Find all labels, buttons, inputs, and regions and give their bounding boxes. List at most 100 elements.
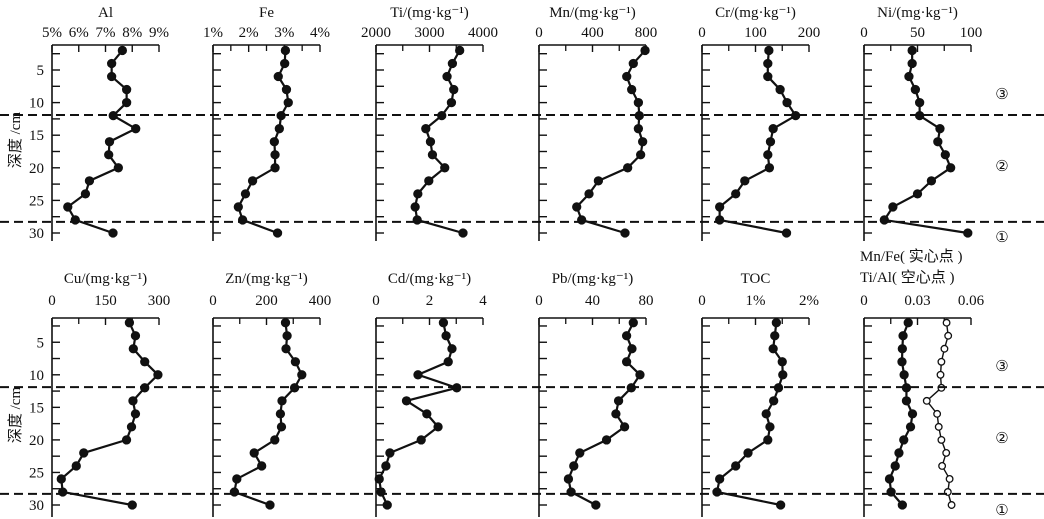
data-point-cr bbox=[715, 202, 725, 212]
x-tick-label: 2% bbox=[239, 25, 259, 41]
data-point-cd bbox=[385, 448, 395, 458]
depth-tick-label: 30 bbox=[29, 498, 44, 514]
data-point-ni bbox=[935, 124, 945, 134]
depth-tick-label: 5 bbox=[37, 63, 45, 79]
data-point-toc bbox=[777, 357, 787, 367]
x-tick-label: 100 bbox=[744, 25, 767, 41]
x-tick-label: 1% bbox=[746, 293, 766, 309]
panel-cr: Cr/(mg·kg⁻¹) 0 100 200 bbox=[698, 5, 820, 241]
data-point-al bbox=[84, 176, 95, 186]
data-point-cu bbox=[128, 396, 138, 406]
x-tick-label: 0 bbox=[860, 293, 868, 309]
data-point-mn bbox=[633, 124, 644, 134]
data-point-ni bbox=[946, 163, 956, 173]
data-point-pb bbox=[621, 357, 632, 367]
data-point-fe bbox=[233, 202, 243, 212]
data-point-al bbox=[63, 202, 73, 212]
data-point-toc bbox=[770, 331, 780, 341]
data-point-al bbox=[80, 189, 91, 199]
data-point-ni bbox=[907, 58, 917, 69]
data-point-cd bbox=[381, 461, 391, 471]
data-point-al bbox=[104, 150, 114, 160]
x-tick-label: 50 bbox=[910, 25, 925, 41]
data-point-pb bbox=[569, 461, 579, 471]
data-point-toc bbox=[769, 396, 779, 406]
data-point-ti-al bbox=[936, 370, 945, 379]
data-point-fe bbox=[280, 58, 290, 69]
panel-title: Pb/(mg·kg⁻¹) bbox=[552, 271, 634, 287]
panel-ti: Ti/(mg·kg⁻¹) 2000 3000 4000 bbox=[361, 5, 498, 241]
data-point-ti bbox=[446, 97, 457, 108]
data-point-cr bbox=[740, 176, 750, 186]
x-tick-label: 2 bbox=[426, 293, 434, 309]
data-point-fe bbox=[281, 84, 292, 95]
data-point-cu bbox=[56, 474, 66, 484]
data-point-mn-fe bbox=[884, 474, 895, 484]
data-point-mn bbox=[572, 202, 582, 212]
panel-toc: TOC 0 1% 2% bbox=[698, 271, 819, 517]
data-point-mn-fe bbox=[897, 500, 907, 510]
series-line-cd bbox=[378, 322, 461, 506]
data-point-al bbox=[121, 97, 132, 108]
data-point-cd bbox=[382, 500, 392, 510]
data-point-toc bbox=[778, 370, 788, 380]
x-tick-label: 0 bbox=[372, 293, 380, 309]
data-point-toc bbox=[715, 474, 725, 484]
panel-title: Mn/(mg·kg⁻¹) bbox=[549, 5, 636, 21]
data-point-ti bbox=[440, 163, 450, 173]
data-point-ti bbox=[421, 124, 431, 134]
data-point-cr bbox=[763, 71, 773, 82]
data-point-toc bbox=[771, 318, 782, 328]
x-tick-label: 80 bbox=[639, 293, 654, 309]
data-point-zn bbox=[257, 461, 267, 471]
panel-fe: Fe 1% 2% 3% 4% bbox=[203, 5, 330, 241]
data-point-toc bbox=[761, 409, 771, 419]
series-line-cu bbox=[60, 322, 160, 507]
data-point-fe bbox=[280, 45, 291, 56]
panel-zn: Zn/(mg·kg⁻¹) 0 200 400 bbox=[209, 271, 331, 517]
x-tick-label: 0 bbox=[698, 25, 706, 41]
depth-tick-label: 20 bbox=[29, 433, 44, 449]
zone-label: ① bbox=[995, 230, 1008, 246]
x-tick-label: 6% bbox=[69, 25, 89, 41]
data-point-al bbox=[107, 58, 117, 69]
zone-label: ③ bbox=[995, 359, 1008, 375]
data-point-fe bbox=[269, 137, 279, 147]
depth-tick-label: 10 bbox=[29, 96, 44, 112]
x-tick-label: 800 bbox=[635, 25, 658, 41]
data-point-pb bbox=[566, 487, 576, 497]
data-point-ti-al bbox=[922, 396, 931, 405]
data-point-cd bbox=[422, 409, 432, 419]
data-point-mn-fe bbox=[898, 331, 908, 341]
x-tick-label: 8% bbox=[122, 25, 142, 41]
data-point-cu bbox=[126, 422, 137, 432]
depth-tick-label: 25 bbox=[29, 193, 44, 209]
data-point-mn bbox=[593, 176, 604, 186]
panel-cu: Cu/(mg·kg⁻¹) 0 150 300 bbox=[48, 271, 170, 517]
data-point-al bbox=[121, 84, 132, 95]
data-point-zn bbox=[275, 409, 286, 419]
panel-row-1: 深度 /cm 5 10 15 20 25 30 Al 5% 6% 7% 8% 9% Fe 1% 2% 3% 4% T… bbox=[0, 5, 1044, 246]
data-point-cu bbox=[153, 370, 163, 380]
data-point-pb bbox=[601, 435, 612, 445]
x-tick-label: 4 bbox=[479, 293, 487, 309]
data-point-pb bbox=[611, 409, 621, 419]
data-point-ni bbox=[940, 150, 950, 160]
panel-title: Fe bbox=[259, 5, 274, 21]
data-point-ti-al bbox=[944, 331, 953, 340]
data-point-pb bbox=[621, 331, 632, 341]
data-point-al bbox=[104, 137, 115, 147]
data-point-al bbox=[131, 124, 141, 134]
data-point-cu bbox=[130, 331, 141, 341]
x-tick-label: 9% bbox=[149, 25, 169, 41]
data-point-mn-fe bbox=[897, 344, 907, 354]
depth-tick-label: 15 bbox=[29, 128, 44, 144]
depth-tick-label: 10 bbox=[29, 368, 44, 384]
panel-title: Ti/(mg·kg⁻¹) bbox=[390, 5, 469, 21]
data-point-zn bbox=[290, 357, 301, 367]
data-point-ti-al bbox=[947, 501, 956, 509]
zone-label: ② bbox=[995, 159, 1008, 175]
x-tick-label: 0 bbox=[698, 293, 706, 309]
data-point-ti bbox=[449, 84, 459, 95]
x-tick-label: 100 bbox=[960, 25, 983, 41]
